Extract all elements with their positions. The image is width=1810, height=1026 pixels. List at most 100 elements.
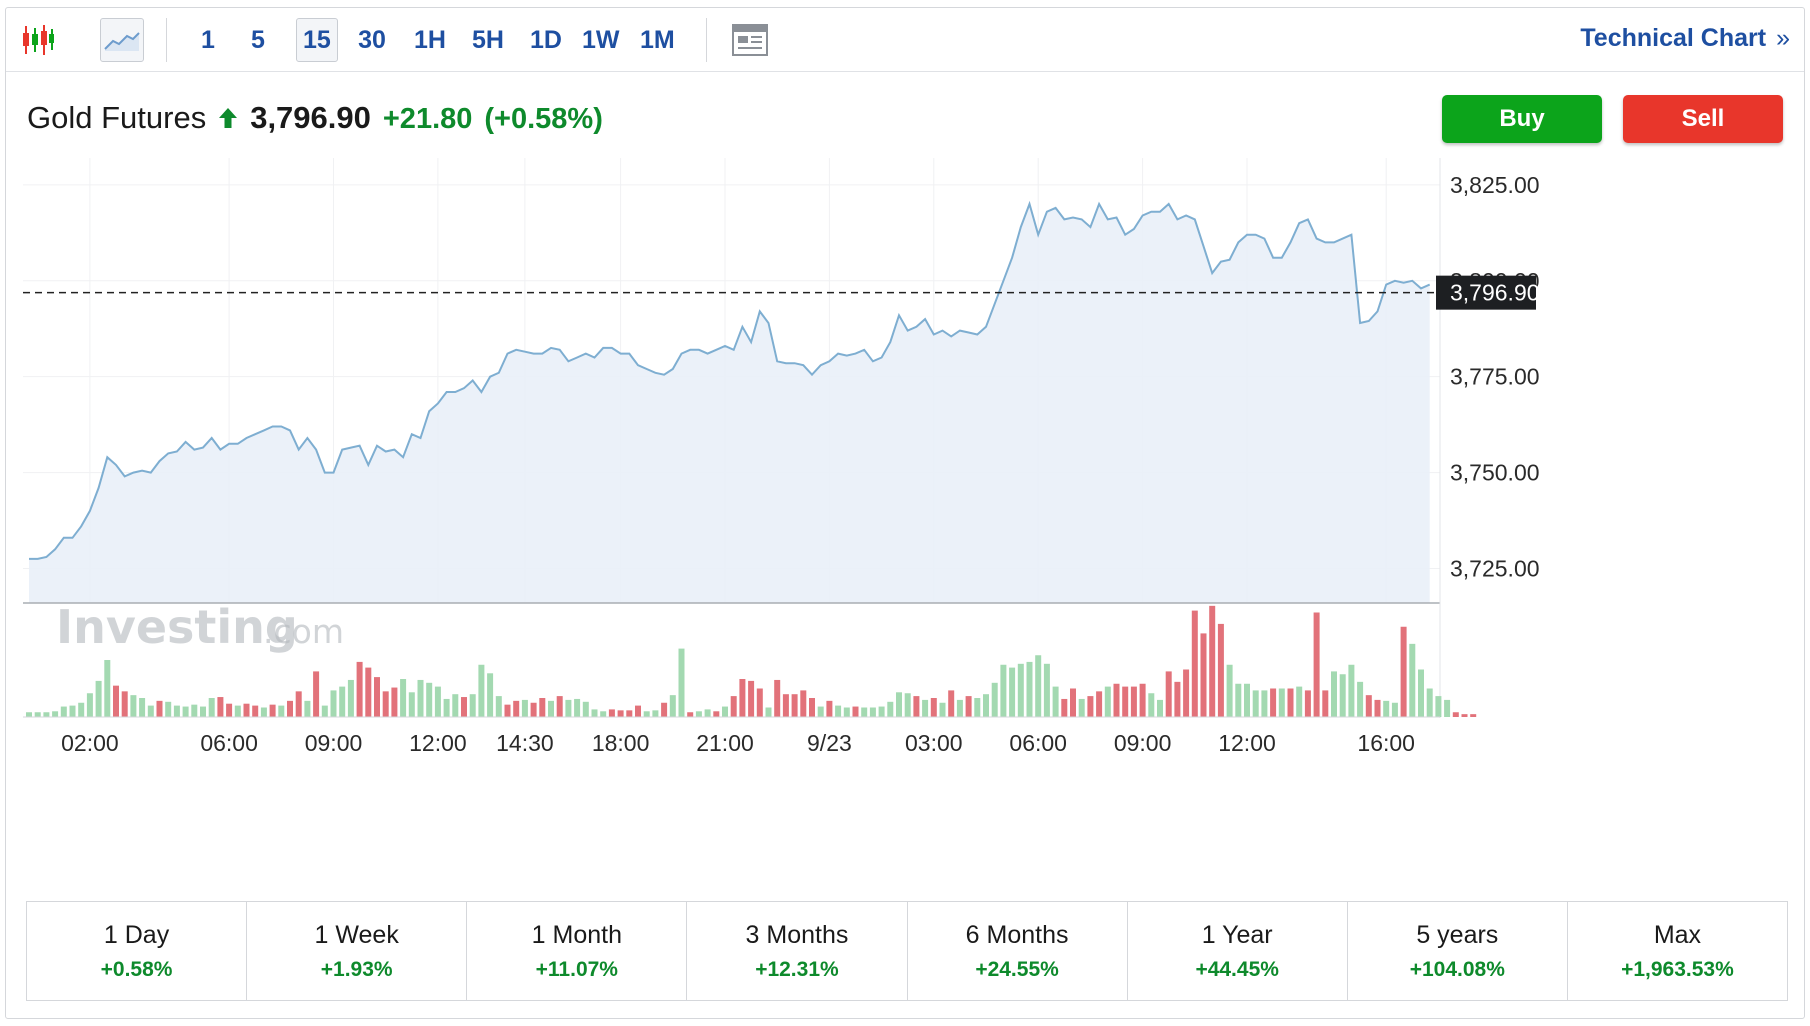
period-label: 1 Month (531, 920, 622, 949)
area-chart-icon[interactable] (100, 18, 144, 62)
x-axis-labels: 02:00 06:00 09:00 12:00 14:30 18:00 21:00 9/23 0… (61, 730, 1415, 756)
volume-bar (1078, 698, 1085, 717)
news-layout-icon[interactable] (728, 18, 772, 62)
period-1-week[interactable]: 1 Week +1.93% (247, 902, 468, 1000)
period-change: +1.93% (320, 957, 393, 981)
volume-bar (1331, 671, 1337, 717)
timeframe-5-button[interactable]: 5 (251, 25, 265, 54)
volume-bar (1157, 699, 1163, 717)
y-tick-label: 3,775.00 (1450, 364, 1540, 390)
volume-bar (461, 697, 467, 717)
toolbar-divider (166, 18, 167, 62)
volume-bar (739, 679, 746, 717)
volume-bar (530, 702, 537, 717)
timeframe-5h-button[interactable]: 5H (472, 25, 504, 54)
volume-bar (1070, 688, 1076, 717)
x-tick-label: 06:00 (1009, 730, 1067, 756)
volume-bar (1226, 664, 1233, 717)
y-tick-label: 3,825.00 (1450, 172, 1540, 198)
volume-bar (730, 696, 737, 717)
timeframe-1-button[interactable]: 1 (201, 25, 215, 54)
volume-bar (791, 694, 798, 717)
price-chart[interactable]: Investing .com 3,725.00 3,750.00 3,775.00 3… (6, 158, 1804, 888)
volume-bar (165, 701, 172, 717)
volume-bar (278, 705, 285, 717)
timeframe-1d-button[interactable]: 1D (530, 25, 562, 54)
volume-bar (800, 690, 807, 717)
volume-bar (565, 699, 572, 717)
volume-bar (556, 696, 563, 717)
volume-bar (287, 700, 293, 717)
volume-bar (113, 685, 119, 717)
volume-bar (1139, 683, 1146, 717)
toolbar-divider (706, 18, 707, 62)
timeframe-1h-button[interactable]: 1H (414, 25, 446, 54)
volume-bar (956, 699, 963, 717)
timeframe-30-button[interactable]: 30 (358, 25, 386, 54)
volume-bar (913, 696, 920, 717)
volume-bar (321, 705, 328, 717)
volume-bar (1322, 690, 1329, 717)
x-tick-label: 16:00 (1357, 730, 1415, 756)
volume-bar (869, 707, 876, 717)
timeframe-1w-button[interactable]: 1W (582, 25, 620, 54)
period-6-months[interactable]: 6 Months +24.55% (908, 902, 1128, 1000)
volume-bar (983, 694, 989, 717)
x-tick-label: 09:00 (305, 730, 363, 756)
chart-toolbar: 1 5 15 30 1H 5H 1D 1W 1M Technical Chart » (6, 8, 1804, 72)
volume-bar (582, 701, 589, 717)
volume-bar (1209, 605, 1216, 717)
period-change: +44.45% (1195, 957, 1279, 981)
period-1-day[interactable]: 1 Day +0.58% (27, 902, 248, 1000)
volume-bar (574, 698, 581, 717)
volume-bar (608, 709, 615, 717)
x-tick-label: 09:00 (1114, 730, 1172, 756)
performance-periods: 1 Day +0.58% 1 Week +1.93% 1 Month +11.07% 3 M… (26, 901, 1788, 1001)
volume-bar (548, 700, 554, 717)
volume-bar (652, 710, 659, 717)
timeframe-15-button[interactable]: 15 (296, 18, 338, 62)
volume-bar (1461, 714, 1468, 717)
period-label: 6 Months (965, 920, 1069, 949)
volume-bar (1235, 683, 1242, 717)
price-change: +21.80 (382, 103, 473, 135)
volume-bar (1104, 686, 1111, 717)
price-change-percent: (+0.58%) (484, 103, 603, 135)
volume-bar (965, 696, 972, 717)
volume-bar (313, 671, 320, 717)
volume-bar (1296, 686, 1303, 717)
volume-bar (182, 706, 189, 717)
volume-bar (121, 691, 128, 717)
volume-bar (69, 705, 76, 717)
timeframe-1m-button[interactable]: 1M (640, 25, 675, 54)
x-tick-label: 21:00 (696, 730, 754, 756)
volume-bar (34, 712, 41, 717)
technical-chart-link[interactable]: Technical Chart » (1580, 24, 1790, 53)
period-1-year[interactable]: 1 Year +44.45% (1128, 902, 1348, 1000)
volume-bar (443, 698, 450, 717)
volume-bar (252, 705, 259, 717)
volume-bar (1244, 683, 1250, 717)
volume-bar (1409, 643, 1416, 717)
volume-bar (661, 702, 668, 717)
volume-bar (487, 673, 494, 717)
volume-bar (217, 697, 224, 717)
sell-button[interactable]: Sell (1623, 95, 1783, 143)
period-max[interactable]: Max +1,963.53% (1568, 902, 1787, 1000)
volume-bar (104, 660, 111, 717)
volume-bar (260, 707, 267, 717)
volume-bar (139, 698, 146, 717)
buy-button[interactable]: Buy (1442, 95, 1602, 143)
period-change: +1,963.53% (1621, 957, 1734, 981)
y-tick-label: 3,725.00 (1450, 555, 1540, 581)
volume-bar (191, 704, 198, 717)
volume-bar (1252, 690, 1259, 717)
period-1-month[interactable]: 1 Month +11.07% (467, 902, 688, 1000)
volume-bar (130, 695, 137, 717)
volume-bar (939, 702, 946, 717)
period-3-months[interactable]: 3 Months +12.31% (687, 902, 908, 1000)
period-5-years[interactable]: 5 years +104.08% (1348, 902, 1568, 1000)
candlestick-icon[interactable] (16, 18, 60, 62)
volume-bar (1035, 655, 1042, 717)
volume-bar (1200, 633, 1207, 717)
